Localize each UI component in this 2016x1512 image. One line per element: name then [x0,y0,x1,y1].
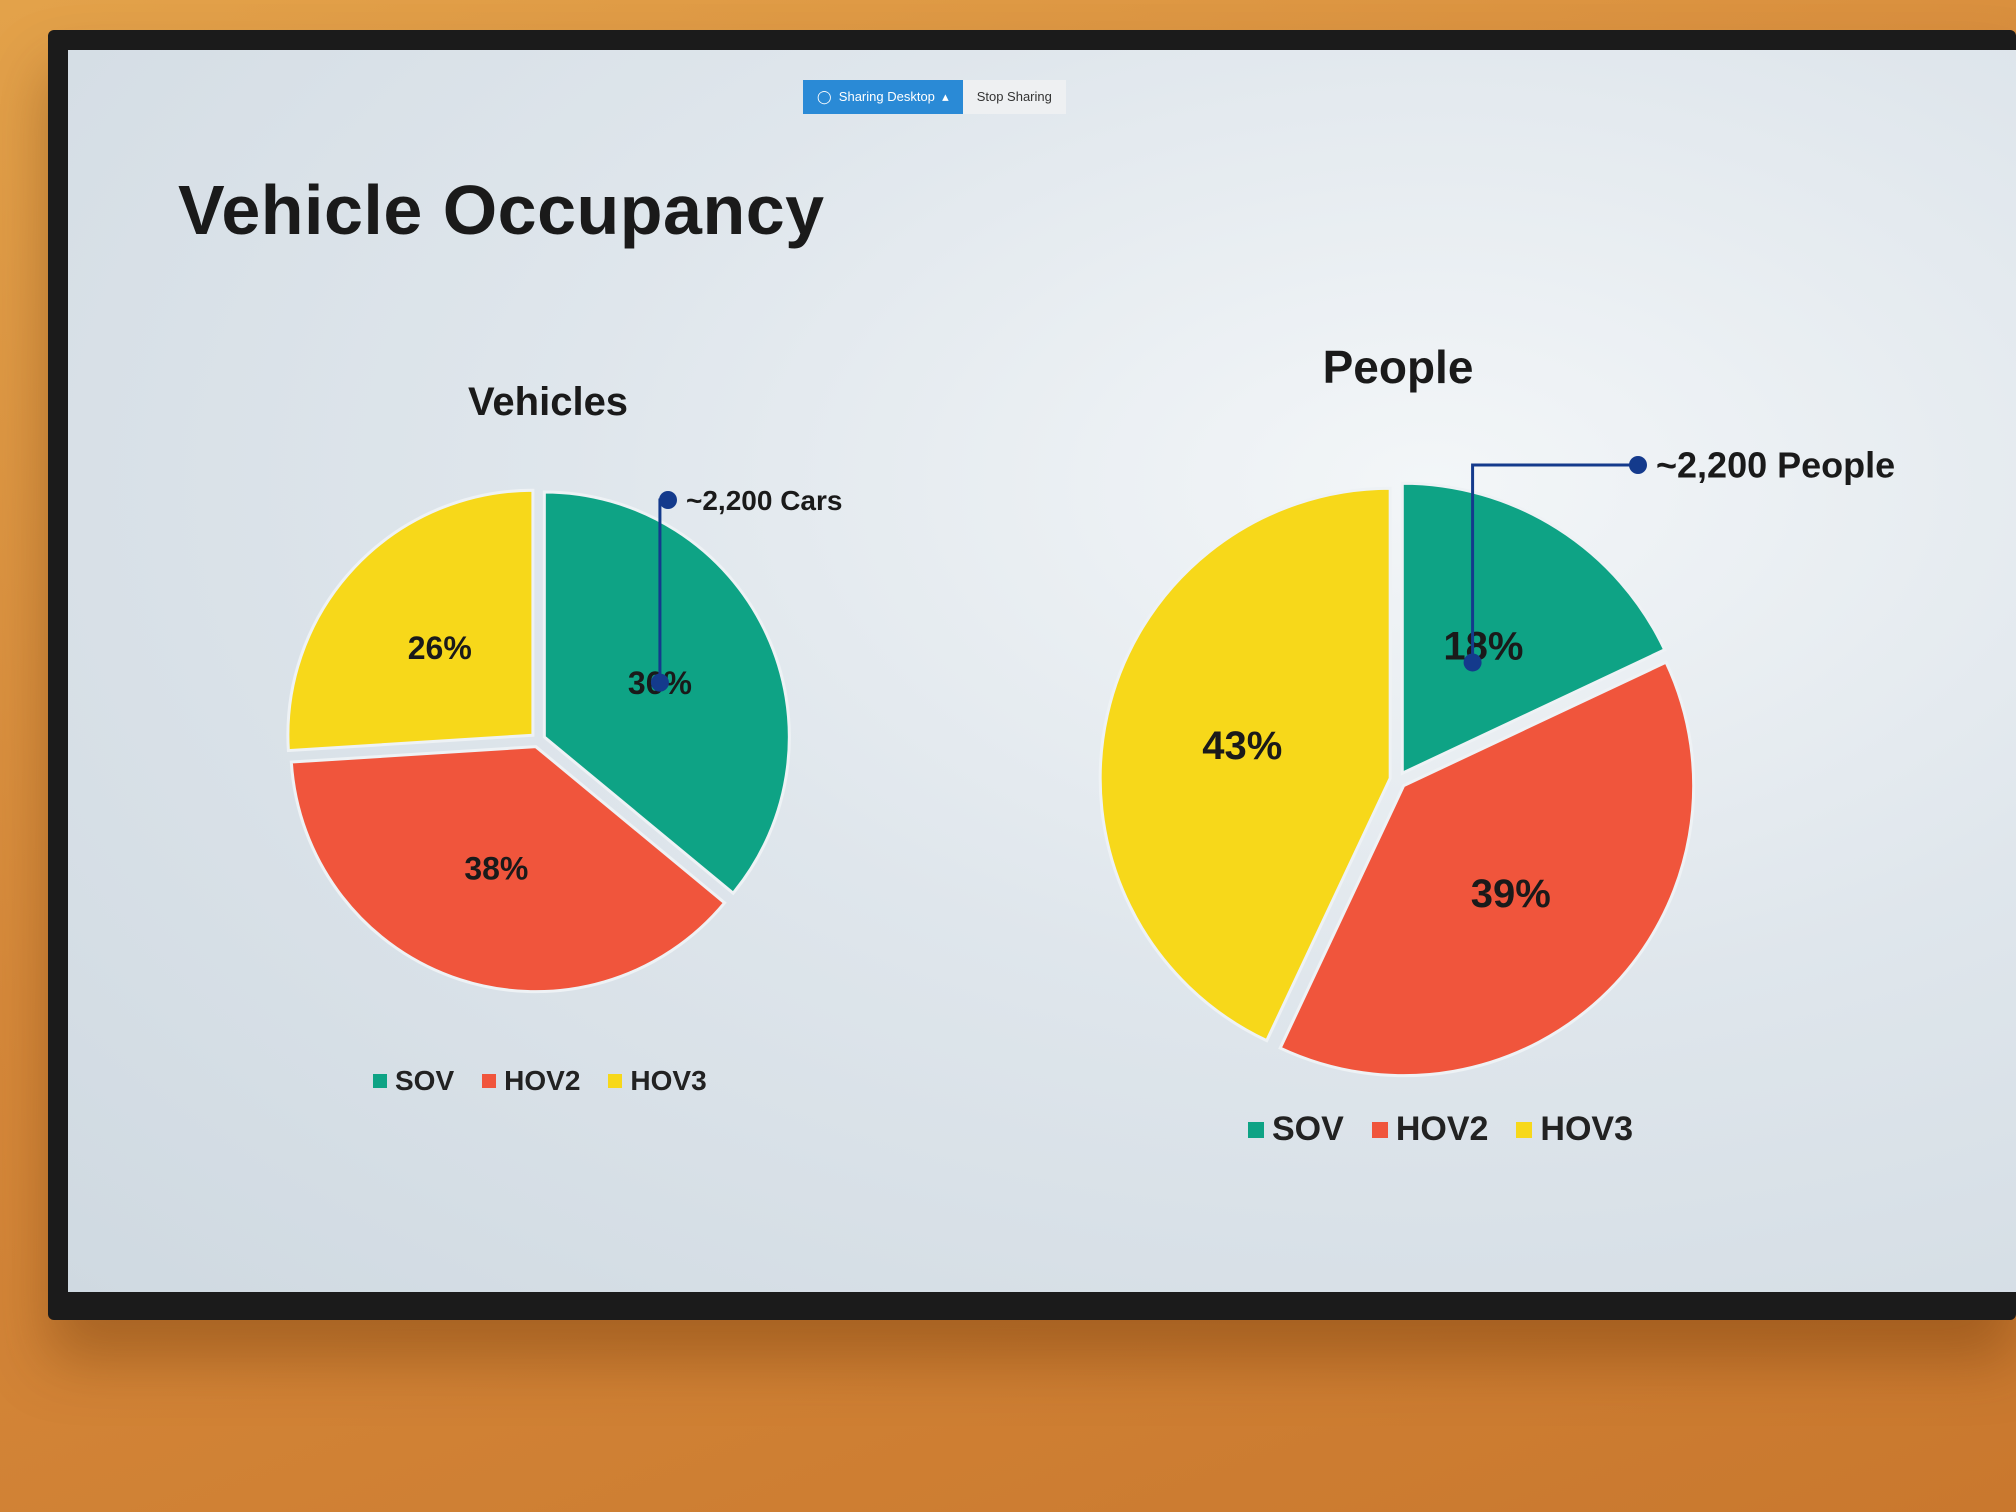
legend-label: HOV2 [504,1065,581,1096]
legend-item-hov3: HOV3 [608,1065,707,1097]
callout-annotation: ~2,200 Cars [686,485,842,516]
people-pie: 18% 39% 43% ~2,200 People [1098,445,1895,1078]
pie-data-label: 18% [1443,624,1523,668]
hov2-swatch [482,1074,497,1088]
pie-slice-hov2 [289,745,727,994]
hov2-swatch [1371,1121,1388,1138]
hov3-swatch [1516,1121,1533,1138]
callout-dot [659,491,677,509]
legend-label: SOV [395,1065,455,1096]
legend-label: HOV2 [1395,1110,1489,1148]
pie-slice-sov [1400,481,1667,776]
vehicles-pie: 36%38%26%~2,200 Cars [286,485,842,994]
sov-swatch [373,1074,387,1088]
sharing-icon: ◯ [817,89,836,104]
hov3-swatch [608,1074,623,1088]
pie-slice-hov3 [1098,486,1392,1043]
pie-data-label: 26% [408,630,472,666]
vehicles-chart: Vehicles 36%38%26%~2,200 Cars SOV HOV2 H… [268,350,948,1110]
pie-data-label: 39% [1471,872,1551,916]
callout-dot [1629,456,1647,474]
slide-screen: ◯ Sharing Desktop ▴ Stop Sharing Vehicle… [68,50,2016,1292]
legend-item-hov2: HOV2 [1371,1110,1489,1149]
sharing-desktop-button[interactable]: ◯ Sharing Desktop ▴ [803,80,963,114]
people-chart-title: People [1322,341,1474,393]
legend-label: HOV3 [1540,1110,1633,1148]
people-chart: People 18% 39% 43% ~2,200 People SOV HOV2 H… [1098,300,1998,1160]
callout-dot [650,673,669,692]
tv-frame: ◯ Sharing Desktop ▴ Stop Sharing Vehicle… [48,30,2016,1320]
pie-slice-sov [542,490,791,896]
callout-annotation: ~2,200 People [1656,445,1895,486]
pie-data-label: 38% [464,850,528,886]
legend-item-sov: SOV [1248,1110,1344,1149]
legend-item-hov2: HOV2 [482,1065,580,1097]
callout-line [1471,463,1638,663]
pie-slice-hov3 [286,488,535,753]
callout-dot [1463,653,1482,672]
legend-label: HOV3 [630,1065,707,1096]
caret-up-icon: ▴ [938,89,949,104]
pie-data-label: 43% [1202,724,1282,768]
pie-slice-hov2 [1278,660,1696,1078]
sov-swatch [1248,1121,1264,1138]
vehicles-legend: SOV HOV2 HOV3 [373,1065,707,1097]
sharing-desktop-label: Sharing Desktop [838,89,935,104]
legend-item-sov: SOV [373,1065,454,1097]
people-legend: SOV HOV2 HOV3 [1248,1110,1633,1149]
legend-item-hov3: HOV3 [1516,1110,1633,1149]
vehicles-chart-title: Vehicles [467,380,629,424]
slide-title: Vehicle Occupancy [178,171,825,249]
sharing-toolbar: ◯ Sharing Desktop ▴ Stop Sharing [803,80,1066,114]
legend-label: SOV [1272,1110,1344,1148]
stop-sharing-button[interactable]: Stop Sharing [962,80,1066,114]
